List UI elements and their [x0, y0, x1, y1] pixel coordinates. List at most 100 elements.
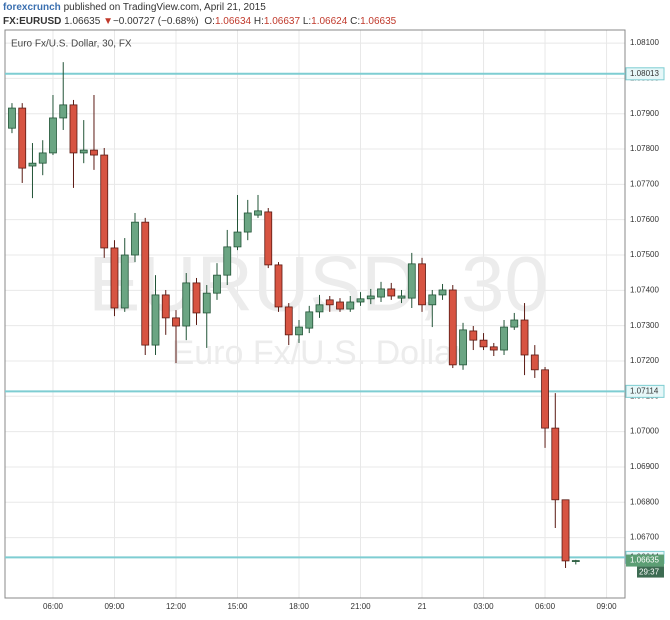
y-tick-label: 1.07800 [630, 144, 659, 153]
candle-body [295, 326, 303, 336]
x-tick-label: 09:00 [104, 602, 125, 611]
o-value: 1.06634 [214, 16, 252, 27]
candle-body [100, 154, 109, 249]
o-label: O: [204, 16, 215, 27]
candle-body [59, 104, 68, 119]
candle-body [151, 294, 160, 346]
candle-body [69, 104, 78, 154]
countdown-box [637, 566, 664, 578]
y-tick-label: 1.07500 [630, 250, 659, 259]
y-tick-label: 1.06900 [630, 462, 659, 471]
c-label: C: [350, 16, 361, 27]
candle-body [202, 292, 211, 314]
l-value: 1.06624 [311, 16, 348, 27]
x-tick-label: 12:00 [166, 602, 187, 611]
candle-body [520, 319, 529, 356]
level-label-box [625, 67, 665, 81]
candle-body [49, 117, 57, 154]
candle-body [192, 282, 201, 314]
x-tick-label: 21 [418, 602, 427, 611]
candle-body [274, 264, 283, 308]
candle-body [479, 339, 488, 348]
h-value: 1.06637 [263, 16, 301, 27]
candle-body [356, 298, 365, 303]
publish-line: forexcrunch published on TradingView.com… [3, 2, 266, 13]
author[interactable]: forexcrunch [3, 2, 61, 13]
countdown: 29:37 [639, 568, 660, 577]
candle-body [254, 210, 262, 216]
level-label: 1.08013 [630, 69, 659, 78]
candle-body [325, 299, 334, 306]
chart-legend: Euro Fx/U.S. Dollar, 30, FX [11, 39, 132, 50]
l-label: L: [302, 16, 312, 27]
candle-body [530, 354, 539, 371]
down-arrow: ▼ [103, 16, 113, 27]
published: published on TradingView.com, April 21, … [63, 2, 266, 13]
y-tick-label: 1.07900 [630, 109, 659, 118]
candle-body [438, 289, 447, 296]
candle-body [182, 282, 191, 327]
candle-body [448, 289, 457, 366]
candle-body [377, 288, 385, 298]
candle-body [161, 294, 170, 319]
last-price-label: 1.06635 [630, 556, 659, 565]
x-tick-label: 06:00 [43, 602, 64, 611]
candle-body [305, 311, 314, 329]
candle-body [500, 326, 508, 351]
candle-body [141, 221, 150, 346]
candle-body [541, 369, 549, 429]
candle-body [489, 346, 498, 351]
candle-body [428, 294, 437, 306]
candle-body [90, 149, 98, 156]
change: −0.00727 (−0.68%) [112, 16, 199, 27]
y-tick-label: 1.06700 [630, 533, 659, 542]
candle-body [336, 301, 344, 310]
candle-body [418, 263, 426, 306]
candle-body [79, 149, 88, 154]
y-tick-label: 1.07300 [630, 321, 659, 330]
x-tick-label: 06:00 [535, 602, 556, 611]
last: 1.06635 [64, 16, 101, 27]
candle-body [264, 211, 273, 266]
candle-body [366, 295, 375, 300]
x-tick-label: 18:00 [289, 602, 310, 611]
candle-body [459, 329, 467, 366]
x-tick-label: 09:00 [597, 602, 618, 611]
candle-body [407, 263, 416, 299]
candle-body [397, 295, 406, 299]
candle-body [284, 306, 293, 336]
candle-body [213, 274, 221, 294]
watermark-sub: Euro Fx/U.S. Dollar [172, 334, 465, 372]
candle-body [315, 304, 324, 313]
candle-body [223, 246, 232, 276]
candle-body [110, 247, 119, 309]
candle-body [469, 330, 478, 341]
h-label: H: [253, 16, 264, 27]
candle-body [18, 107, 27, 169]
level-label-box [625, 384, 665, 398]
y-tick-label: 1.07000 [630, 427, 659, 436]
c-value: 1.06635 [360, 16, 397, 27]
candle-body [172, 317, 180, 327]
candle-body [561, 499, 570, 562]
candle-body [551, 427, 560, 501]
candle-body [28, 162, 37, 167]
quote-line: FX:EURUSD 1.06635 ▼−0.00727 (−0.68%) O:1… [3, 16, 396, 27]
candle-body [120, 254, 129, 309]
y-tick-label: 1.06800 [630, 497, 659, 506]
candle-body [510, 319, 519, 328]
candle-body [233, 231, 242, 248]
x-tick-label: 21:00 [351, 602, 372, 611]
candle-body [243, 212, 252, 233]
level-label: 1.07114 [630, 386, 659, 395]
candle-body [346, 301, 355, 310]
candle-body [8, 107, 16, 129]
y-tick-label: 1.07700 [630, 179, 659, 188]
x-tick-label: 03:00 [474, 602, 495, 611]
symbol: FX:EURUSD [3, 16, 62, 27]
last-price-box [626, 554, 664, 567]
candle-body [38, 152, 47, 164]
candle-body [131, 221, 139, 256]
y-tick-label: 1.07400 [630, 285, 659, 294]
